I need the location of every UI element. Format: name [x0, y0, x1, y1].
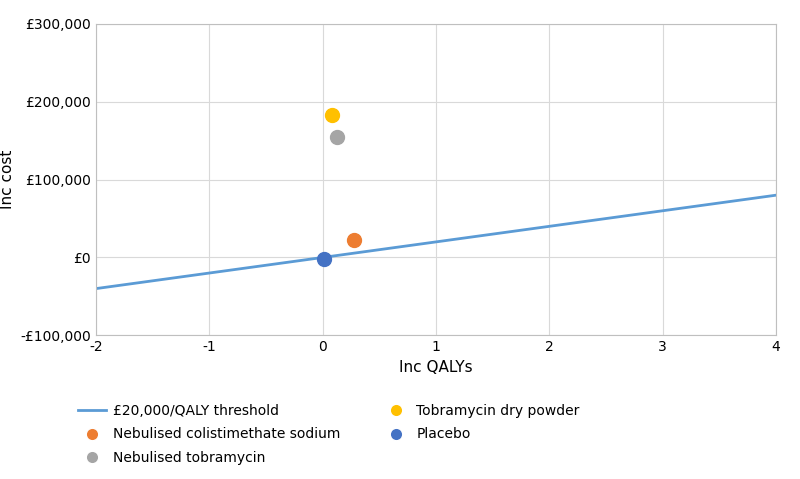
Point — [331, 133, 344, 141]
X-axis label: Inc QALYs: Inc QALYs — [399, 360, 473, 375]
Legend: £20,000/QALY threshold, Nebulised colistimethate sodium, Nebulised tobramycin, T: £20,000/QALY threshold, Nebulised colist… — [71, 397, 586, 472]
Y-axis label: Inc cost: Inc cost — [0, 150, 15, 209]
Point — [326, 111, 338, 119]
Point — [318, 255, 330, 263]
Point — [348, 237, 361, 244]
